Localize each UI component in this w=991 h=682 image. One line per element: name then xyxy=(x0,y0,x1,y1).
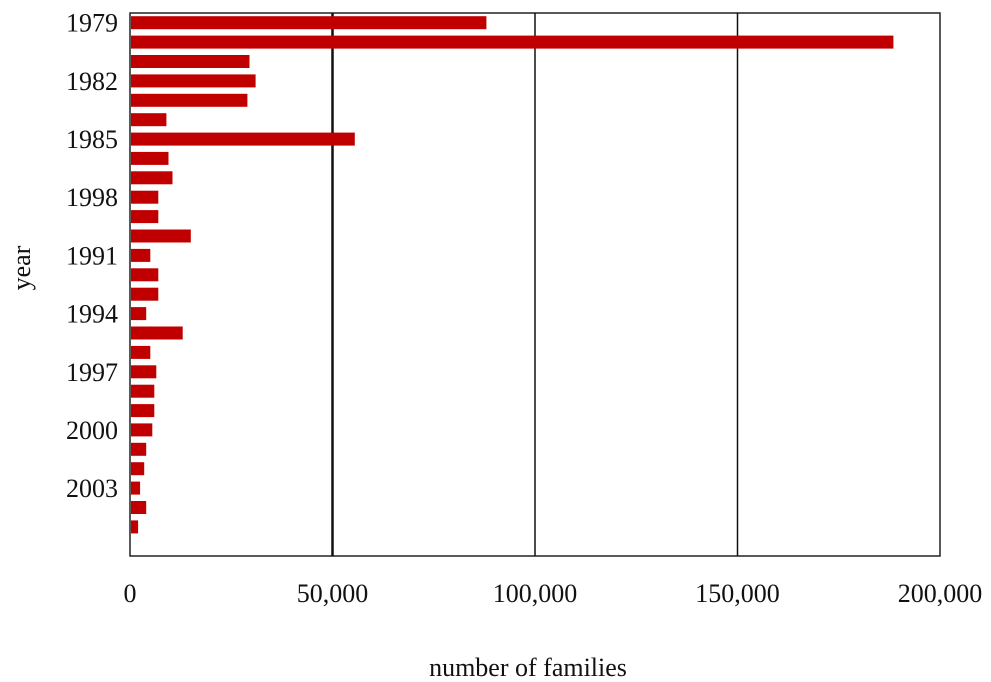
x-tick-label: 200,000 xyxy=(898,579,983,608)
bar-1990 xyxy=(131,229,191,243)
bars xyxy=(131,16,894,534)
y-tick-label: 1997 xyxy=(66,358,118,387)
x-tick-label: 50,000 xyxy=(297,579,369,608)
y-axis-ticks: 1979 1982 1985 1998 1991 1994 1997 2000 2003 xyxy=(66,9,118,503)
y-tick-label: 2003 xyxy=(66,474,118,503)
bar-1982 xyxy=(131,74,256,88)
y-tick-label: 1998 xyxy=(66,183,118,212)
bar-2004 xyxy=(131,501,147,514)
bar-1985 xyxy=(131,132,355,146)
bar-1984 xyxy=(131,113,167,127)
bar-1988 xyxy=(131,190,159,204)
y-tick-label: 1994 xyxy=(66,300,118,329)
y-axis-title: year xyxy=(7,245,36,290)
bar-1983 xyxy=(131,93,248,107)
bar-1980 xyxy=(131,35,894,49)
y-tick-label: 1979 xyxy=(66,9,118,38)
x-tick-label: 150,000 xyxy=(695,579,780,608)
x-tick-label: 100,000 xyxy=(493,579,578,608)
x-axis-ticks: 0 50,000 100,000 150,000 200,000 xyxy=(124,579,983,608)
bar-1979 xyxy=(131,16,487,30)
bar-1991 xyxy=(131,248,151,262)
bar-1993 xyxy=(131,287,159,301)
bar-2000 xyxy=(131,423,153,437)
y-tick-label: 2000 xyxy=(66,416,118,445)
y-tick-label: 1985 xyxy=(66,125,118,154)
bar-1989 xyxy=(131,210,159,224)
bar-1981 xyxy=(131,55,250,68)
bar-1987 xyxy=(131,171,173,185)
bar-1998 xyxy=(131,384,155,398)
bar-2003 xyxy=(131,481,141,495)
bar-1999 xyxy=(131,404,155,418)
bar-1996 xyxy=(131,345,151,359)
x-axis-title: number of families xyxy=(429,653,627,682)
bar-1992 xyxy=(131,268,159,282)
y-tick-label: 1982 xyxy=(66,67,118,96)
bar-1986 xyxy=(131,151,169,165)
bar-2001 xyxy=(131,442,147,456)
bar-1994 xyxy=(131,307,147,321)
bar-1995 xyxy=(131,326,183,340)
x-tick-label: 0 xyxy=(124,579,137,608)
bar-1997 xyxy=(131,365,157,379)
bar-2005 xyxy=(131,520,139,534)
bar-2002 xyxy=(131,462,145,476)
grid-lines xyxy=(331,13,739,556)
y-tick-label: 1991 xyxy=(66,241,118,270)
